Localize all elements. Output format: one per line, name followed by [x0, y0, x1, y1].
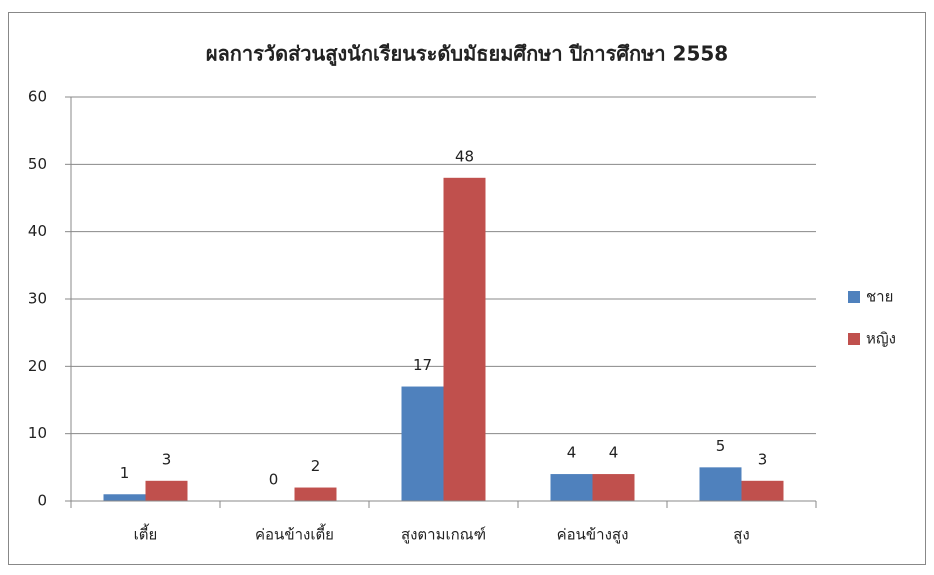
data-label: 4: [609, 444, 619, 462]
x-tick-label: ค่อนข้างเตี้ย: [255, 524, 334, 544]
bar: [592, 474, 635, 501]
legend-label: ชาย: [866, 288, 893, 306]
legend-label: หญิง: [866, 330, 896, 348]
bar: [103, 494, 146, 501]
bar: [145, 480, 188, 501]
data-label: 3: [758, 450, 768, 468]
y-tick-label: 20: [28, 357, 47, 375]
x-tick-label: สูง: [733, 526, 749, 544]
legend-swatch: [848, 333, 860, 345]
data-label: 4: [567, 444, 577, 462]
bar: [294, 487, 337, 501]
legend-swatch: [848, 291, 860, 303]
x-tick-label: สูงตามเกณฑ์: [401, 526, 486, 544]
bar: [741, 480, 784, 501]
bar: [401, 386, 444, 501]
bar: [699, 467, 742, 501]
bar: [550, 474, 593, 501]
data-label: 2: [311, 457, 321, 475]
y-tick-label: 40: [28, 222, 47, 240]
data-label: 0: [269, 471, 279, 489]
data-label: 5: [716, 437, 726, 455]
y-tick-label: 30: [28, 290, 47, 308]
data-label: 1: [120, 464, 130, 482]
y-tick-label: 60: [28, 88, 47, 106]
bar: [443, 177, 486, 502]
chart-title: ผลการวัดส่วนสูงนักเรียนระดับมัธยมศึกษา ป…: [206, 42, 728, 68]
x-tick-label: ค่อนข้างสูง: [557, 526, 629, 544]
y-tick-label: 0: [37, 492, 47, 510]
y-tick-label: 50: [28, 155, 47, 173]
data-label: 3: [162, 450, 172, 468]
data-label: 48: [455, 147, 474, 165]
data-label: 17: [413, 356, 432, 374]
x-tick-label: เตี้ย: [134, 524, 158, 544]
y-tick-label: 10: [28, 424, 47, 442]
